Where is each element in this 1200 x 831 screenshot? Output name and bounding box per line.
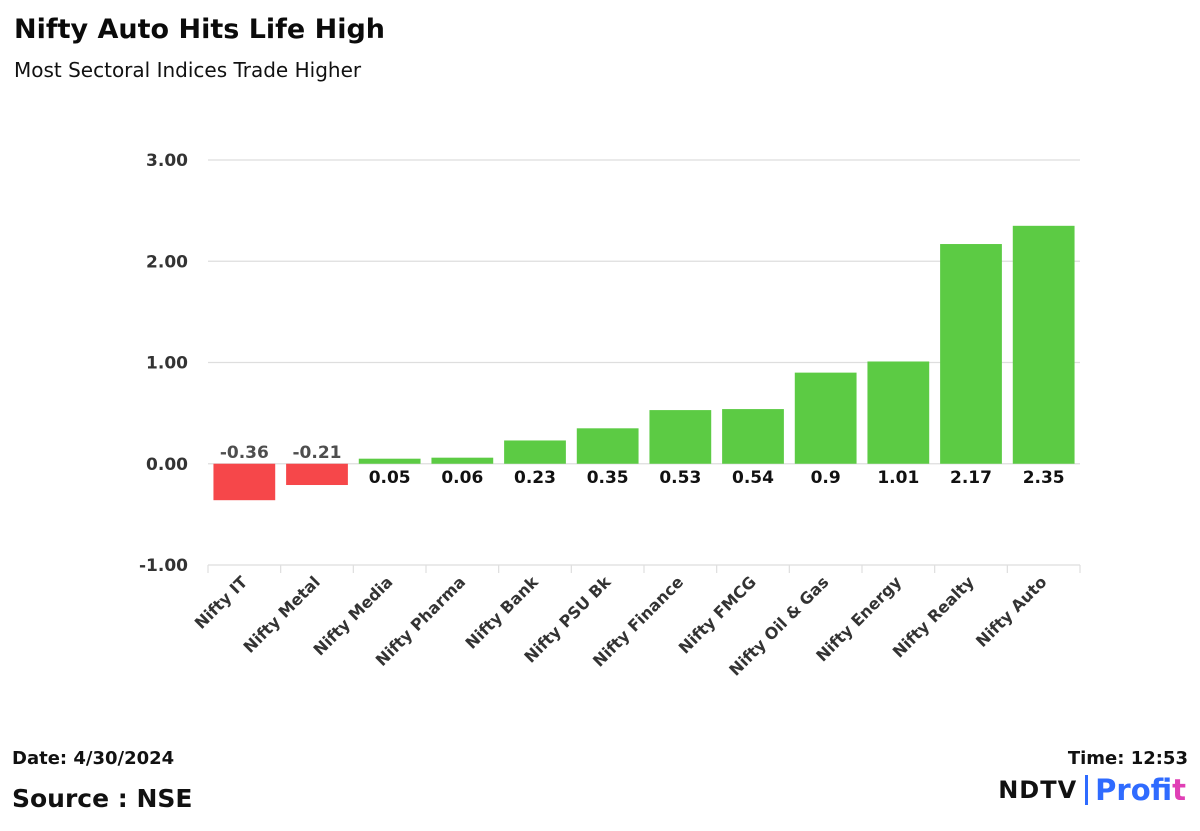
ndtv-wordmark: NDTV xyxy=(998,776,1078,804)
profit-wordmark: Profit xyxy=(1095,773,1186,807)
bar xyxy=(358,458,421,464)
bar xyxy=(1012,225,1075,464)
y-axis-labels: 3.00 2.00 1.00 0.00 -1.00 xyxy=(139,151,188,576)
bar xyxy=(213,463,276,501)
y-tick-label: 0.00 xyxy=(146,455,188,475)
value-label: 0.53 xyxy=(659,468,701,488)
ndtv-profit-logo: NDTV Profit xyxy=(998,772,1186,808)
x-tick-label: Nifty Bank xyxy=(462,572,543,653)
y-tick-label: 2.00 xyxy=(146,252,188,272)
y-tick-label: 3.00 xyxy=(146,151,188,171)
profit-wordmark-accent: it xyxy=(1172,773,1186,807)
x-tick-label: Nifty IT xyxy=(191,572,251,632)
value-label: -0.21 xyxy=(293,443,342,463)
bar xyxy=(504,440,566,464)
profit-wordmark-main: Prof xyxy=(1095,773,1173,807)
bar xyxy=(431,457,494,464)
bar xyxy=(286,463,348,486)
chart-subtitle: Most Sectoral Indices Trade Higher xyxy=(14,58,362,82)
bar xyxy=(576,428,639,464)
bar xyxy=(722,409,784,464)
time-label: Time: 12:53 xyxy=(1067,748,1188,769)
value-label: 2.17 xyxy=(950,468,992,488)
chart-title: Nifty Auto Hits Life High xyxy=(14,14,386,45)
bar xyxy=(794,372,857,464)
value-label: 1.01 xyxy=(877,468,919,488)
bar xyxy=(649,410,712,464)
bar xyxy=(940,244,1002,464)
value-label: 0.54 xyxy=(732,468,774,488)
source-label: Source : NSE xyxy=(12,784,193,813)
bar-chart: 3.00 2.00 1.00 0.00 -1.00 -0.36 -0.21 0.05 0.06… xyxy=(139,151,1081,680)
bar xyxy=(867,361,930,464)
value-label: 0.9 xyxy=(811,468,841,488)
value-label: -0.36 xyxy=(220,443,269,463)
grid-lines xyxy=(207,159,1081,573)
y-tick-label: -1.00 xyxy=(139,556,188,576)
value-label: 0.05 xyxy=(369,468,411,488)
date-label: Date: 4/30/2024 xyxy=(12,748,175,769)
logo-divider xyxy=(1085,775,1089,805)
value-label: 0.06 xyxy=(441,468,483,488)
bars xyxy=(213,225,1075,501)
value-label: 0.35 xyxy=(587,468,629,488)
value-labels: -0.36 -0.21 0.05 0.06 0.23 0.35 0.53 0.54 0.9 1.0… xyxy=(220,443,1065,488)
x-tick-label: Nifty Auto xyxy=(972,572,1050,650)
y-tick-label: 1.00 xyxy=(146,354,188,374)
value-label: 0.23 xyxy=(514,468,556,488)
value-label: 2.35 xyxy=(1023,468,1065,488)
